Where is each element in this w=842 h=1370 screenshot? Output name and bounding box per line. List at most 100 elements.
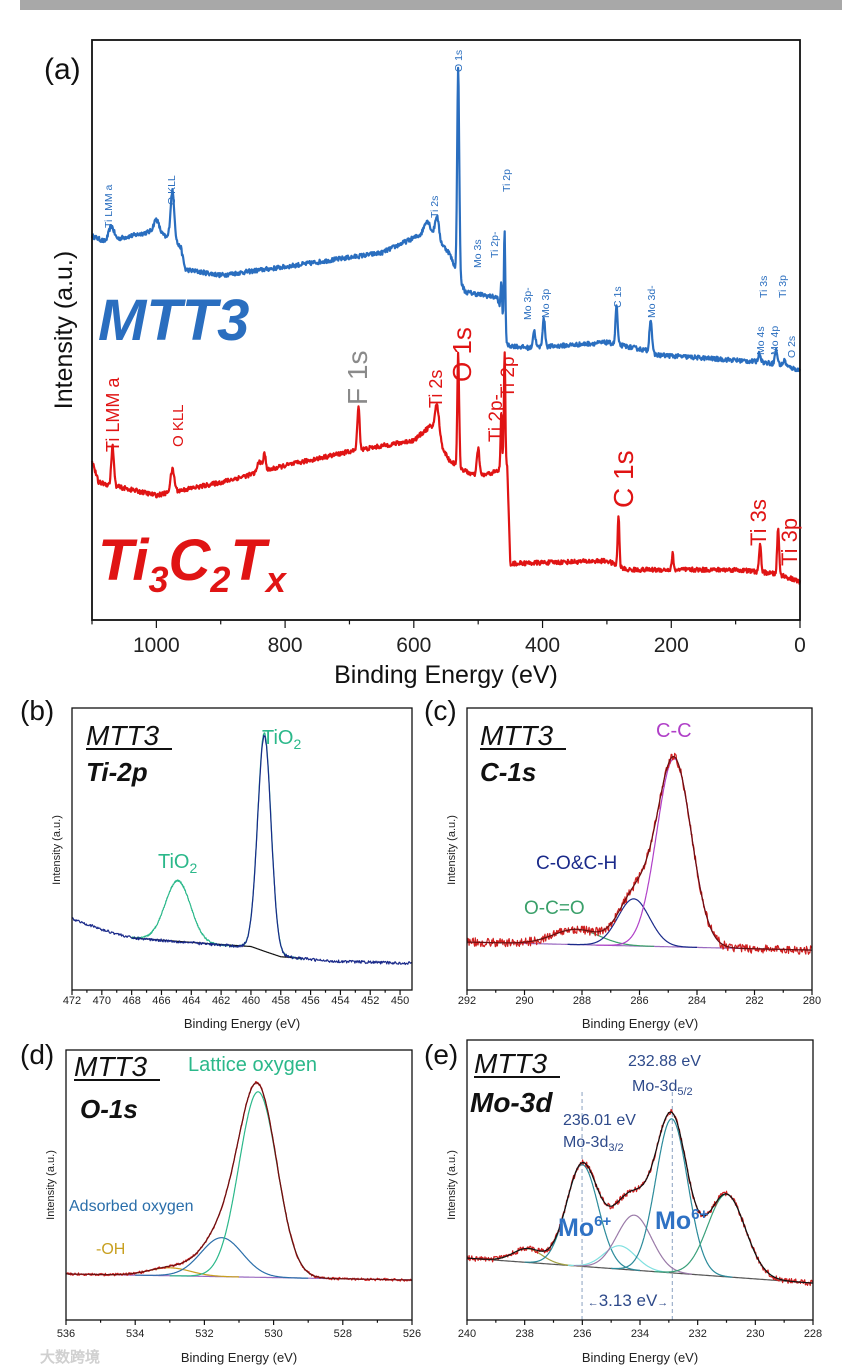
peak-label-ti3c2tx: Ti 3p [777,518,802,566]
x-tick-label: 470 [93,995,111,1007]
series-lattice-oxygen [169,1091,344,1280]
panel-d: 536 534 532 530 528 526 [57,1049,421,1340]
label-mo3d32: Mo-3d3/2 [563,1134,624,1154]
series-envelope [467,1111,814,1284]
series-adsorbed-oxygen [134,1237,309,1279]
peak-label-ti3c2tx: O 1s [447,327,477,382]
ylabel-c: Intensity (a.u.) [446,815,458,885]
x-tick-label: 230 [746,1328,764,1340]
region-e: Mo-3d [470,1087,553,1118]
peak-label-ti3c2tx: C 1s [608,450,639,508]
series-c-o-c-h [567,898,698,948]
ylabel-e: Intensity (a.u.) [446,1150,458,1220]
x-tick-label: 534 [126,1328,144,1340]
x-tick-label: 536 [57,1328,75,1340]
sample-label-ti3c2tx: Ti3C2Tx [98,528,288,600]
tio2-label-main: TiO2 [262,727,301,752]
x-tick-label: 240 [458,1328,476,1340]
peak-label-ti3c2tx: Ti 2p- [486,394,507,442]
x-tick-label: 454 [331,995,349,1007]
ylabel-b: Intensity (a.u.) [51,815,63,885]
panel-label-a: (a) [44,53,81,86]
x-tick-label: 232 [688,1328,706,1340]
x-tick-label: 462 [212,995,230,1007]
label-o-c-o: O-C=O [524,898,585,919]
plot-layer: 1000 800 600 400 200 0 472 470 468 466 464 462 460 45… [57,39,822,1340]
label-adsorbed-oxygen: Adsorbed oxygen [69,1198,194,1215]
peak-label-mtt3: Ti 2p- [489,231,501,258]
peak-label-ti3c2tx: Ti 3s [746,499,771,546]
peak-label-mtt3: Ti 3p [777,275,789,298]
axes-frame [71,707,413,991]
xlabel-d: Binding Energy (eV) [181,1350,297,1365]
peak-label-mtt3: Ti 3s [758,276,770,298]
x-tick-label: 200 [654,634,689,657]
x-tick-label: 468 [122,995,140,1007]
label-c-c: C-C [656,720,692,742]
series-mtt3 [90,66,802,373]
x-tick-label: 452 [361,995,379,1007]
panel-a: 1000 800 600 400 200 0 [90,39,806,657]
series-envelope [66,1082,412,1281]
label-oh: -OH [96,1241,125,1258]
peak-label-mtt3: Mo 3p [540,289,552,318]
series-background [131,937,304,959]
x-tick-label: 600 [396,634,431,657]
xlabel-c: Binding Energy (eV) [582,1016,698,1031]
sample-label-mtt3: MTT3 [98,288,249,353]
peak-label-mtt3: Ti 2p [501,169,513,192]
x-tick-label: 0 [794,634,806,657]
peak-label-mtt3: Ti 2s [429,196,441,218]
ylabel-a: Intensity (a.u.) [50,251,78,409]
peak-label-ti3c2tx: Ti 2s [426,370,446,408]
x-tick-label: 450 [391,995,409,1007]
x-tick-label: 464 [182,995,200,1007]
ylabel-d: Intensity (a.u.) [45,1150,57,1220]
series-234-7-component [567,1245,670,1274]
series-envelope [467,756,812,951]
series-mo-3d3-2 [524,1164,641,1272]
label-mo6-right: Mo6+ [655,1206,708,1235]
x-tick-label: 292 [458,995,476,1007]
region-d: O-1s [80,1094,138,1124]
panel-label-b: (b) [20,695,54,726]
x-tick-label: 280 [803,995,821,1007]
x-tick-label: 530 [264,1328,282,1340]
axes-frame [91,39,801,621]
series-234-2-component [573,1214,693,1275]
panel-c: 292 290 288 286 284 282 280 [458,707,821,1007]
xlabel-e: Binding Energy (eV) [582,1350,698,1365]
x-tick-label: 228 [804,1328,822,1340]
x-tick-label: 1000 [133,634,180,657]
panel-b: 472 470 468 466 464 462 460 458 456 454 452 450 [63,707,413,1007]
region-b: Ti-2p [86,757,148,787]
x-tick-label: 290 [515,995,533,1007]
panel-e: 240 238 236 234 232 230 228 [458,1039,822,1340]
sample-b: MTT3 [86,720,160,751]
x-tick-label: 800 [268,634,303,657]
x-tick-label: 460 [242,995,260,1007]
xlabel-b: Binding Energy (eV) [184,1016,300,1031]
panel-label-e: (e) [424,1039,458,1070]
x-tick-label: 456 [301,995,319,1007]
label-c-o-c-h: C-O&C-H [536,853,617,874]
series-envelope [71,734,413,966]
x-tick-label: 532 [195,1328,213,1340]
peak-label-ti3c2tx: Ti 2p [498,356,519,398]
x-tick-label: 528 [334,1328,352,1340]
peak-label-mtt3: Mo 4s [755,326,767,355]
x-tick-label: 288 [573,995,591,1007]
label-232-88: 232.88 eV [628,1053,701,1070]
peak-label-ti3c2tx: F 1s [342,351,373,405]
region-c: C-1s [480,757,536,787]
series-mo-3d5-2 [610,1118,733,1278]
peak-label-mtt3: O KLL [166,175,178,205]
tio2-label-satellite: TiO2 [158,851,197,876]
x-tick-label: 238 [515,1328,533,1340]
x-tick-label: 400 [525,634,560,657]
peak-label-mtt3: Mo 3d- [646,285,658,318]
x-tick-label: 284 [688,995,706,1007]
xlabel-a: Binding Energy (eV) [334,661,558,689]
label-lattice-oxygen: Lattice oxygen [188,1054,317,1076]
